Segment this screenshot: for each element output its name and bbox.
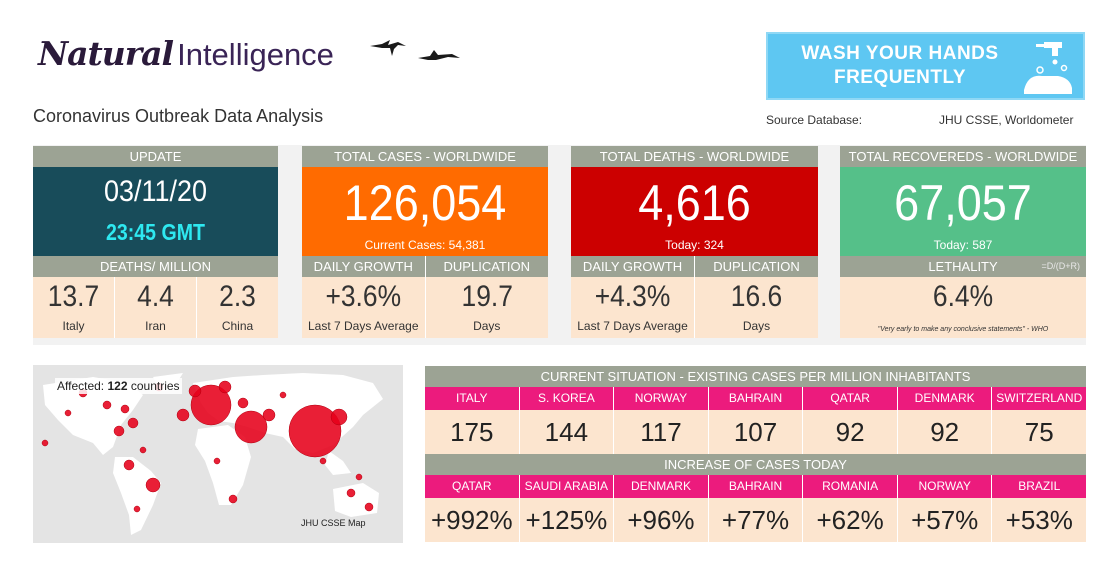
total-deaths-header: TOTAL DEATHS - WORLDWIDE: [571, 146, 818, 167]
deaths-million-value: 13.7: [47, 280, 100, 313]
current-country: QATAR: [802, 387, 897, 410]
source-label: Source Database:: [766, 113, 863, 127]
increase-value: +57%: [896, 498, 992, 542]
deaths-growth-value: +4.3%: [594, 280, 671, 313]
bird-icon: [370, 40, 460, 60]
increase-country: QATAR: [452, 479, 492, 493]
increase-value: +96%: [613, 498, 708, 542]
affected-count: 122: [107, 379, 128, 393]
wash-line-1: WASH YOUR HANDS: [801, 43, 999, 64]
current-cases: Current Cases: 54,381: [364, 238, 486, 252]
wash-hands-banner: WASH YOUR HANDS FREQUENTLY: [766, 32, 1085, 100]
deaths-million-country: China: [221, 319, 254, 333]
current-value: 175: [450, 417, 494, 447]
current-country: NORWAY: [613, 387, 708, 410]
deaths-million-header: DEATHS/ MILLION: [33, 256, 278, 277]
affected-countries: Affected: 122 countries: [55, 378, 182, 394]
world-map-svg: [41, 373, 383, 535]
update-card: UPDATE 03/11/20 23:45 GMT DEATHS/ MILLIO…: [33, 146, 278, 338]
handwash-icon: [1024, 42, 1072, 94]
update-header: UPDATE: [33, 146, 278, 167]
lethality-formula: =D/(D+R): [1041, 261, 1080, 271]
increase-country: BAHRAIN: [707, 475, 803, 498]
increase-cases-table: INCREASE OF CASES TODAY QATAR SAUDI ARAB…: [425, 454, 1086, 542]
deaths-dup-value: 16.6: [730, 280, 783, 313]
cases-growth-sub: Last 7 Days Average: [307, 319, 419, 333]
increase-value: +53%: [991, 498, 1086, 542]
lethality-value: 6.4%: [932, 280, 994, 313]
increase-country: BRAZIL: [991, 475, 1086, 498]
deaths-growth-header: DAILY GROWTH: [582, 259, 683, 274]
brand-natural: Natural: [38, 34, 174, 73]
increase-value: +125%: [518, 498, 614, 542]
source-value: JHU CSSE, Worldometer: [939, 113, 1074, 127]
current-situation-table: CURRENT SITUATION - EXISTING CASES PER M…: [425, 366, 1086, 454]
cases-dup-value: 19.7: [461, 280, 513, 313]
current-value: 144: [518, 410, 614, 454]
deaths-million-iran: 4.4 Iran: [114, 277, 196, 338]
cases-growth-header: DAILY GROWTH: [313, 259, 413, 274]
recovered-today: Today: 587: [933, 238, 993, 252]
increase-value: +992%: [430, 505, 513, 535]
current-country: S. KOREA: [518, 387, 614, 410]
current-country: BAHRAIN: [707, 387, 803, 410]
deaths-million-value: 2.3: [219, 280, 256, 313]
world-map[interactable]: Affected: 122 countries JHU CSSE Map: [33, 365, 403, 543]
increase-value: +62%: [802, 498, 897, 542]
total-cases-value: 126,054: [343, 175, 507, 231]
update-date: 03/11/20: [103, 175, 208, 208]
deaths-million-country: Italy: [62, 319, 85, 333]
update-date-block: 03/11/20 23:45 GMT: [33, 167, 278, 256]
cases-dup-sub: Days: [473, 319, 501, 333]
lethality-header: LETHALITY: [928, 259, 998, 274]
affected-prefix: Affected:: [57, 379, 108, 393]
page-subtitle: Coronavirus Outbreak Data Analysis: [33, 106, 324, 126]
current-country: SWITZERLAND: [991, 387, 1086, 410]
deaths-million-italy: 13.7 Italy: [33, 277, 114, 338]
current-value: 92: [896, 410, 992, 454]
cases-growth-value: +3.6%: [325, 280, 402, 313]
wash-line-2: FREQUENTLY: [833, 67, 967, 88]
total-recovered-card: TOTAL RECOVEREDS - WORLDWIDE 67,057 Toda…: [840, 146, 1086, 338]
total-cases-header: TOTAL CASES - WORLDWIDE: [302, 146, 548, 167]
total-deaths-value: 4,616: [638, 175, 751, 231]
increase-country: DENMARK: [613, 475, 708, 498]
total-recovered-header: TOTAL RECOVEREDS - WORLDWIDE: [840, 146, 1086, 167]
cases-dup-header: DUPLICATION: [424, 256, 549, 277]
brand-logo: Natural Intelligence: [38, 34, 334, 74]
current-country: DENMARK: [896, 387, 992, 410]
increase-country: ROMANIA: [802, 475, 897, 498]
current-value: 107: [707, 410, 803, 454]
total-cases-card: TOTAL CASES - WORLDWIDE 126,054 Current …: [302, 146, 548, 338]
deaths-million-country: Iran: [145, 319, 166, 333]
update-time: 23:45 GMT: [106, 219, 205, 245]
map-caption: JHU CSSE Map: [301, 518, 366, 528]
increase-cases-header: INCREASE OF CASES TODAY: [425, 454, 1086, 475]
deaths-dup-sub: Days: [742, 319, 771, 333]
current-situation-header: CURRENT SITUATION - EXISTING CASES PER M…: [425, 366, 1086, 387]
deaths-dup-header: DUPLICATION: [694, 256, 818, 277]
current-value: 117: [613, 410, 708, 454]
affected-suffix: countries: [127, 379, 180, 393]
deaths-growth-sub: Last 7 Days Average: [577, 319, 688, 333]
current-value: 92: [802, 410, 897, 454]
brand-intelligence: Intelligence: [177, 37, 334, 72]
current-value: 75: [991, 410, 1086, 454]
total-recovered-value: 67,057: [894, 175, 1032, 231]
deaths-million-value: 4.4: [137, 280, 174, 313]
lethality-note: "Very early to make any conclusive state…: [877, 326, 1049, 333]
total-deaths-card: TOTAL DEATHS - WORLDWIDE 4,616 Today: 32…: [571, 146, 818, 338]
increase-value: +77%: [707, 498, 803, 542]
current-country: ITALY: [456, 391, 488, 405]
increase-country: SAUDI ARABIA: [518, 475, 614, 498]
deaths-million-china: 2.3 China: [196, 277, 278, 338]
deaths-today: Today: 324: [665, 238, 724, 252]
increase-country: NORWAY: [896, 475, 992, 498]
